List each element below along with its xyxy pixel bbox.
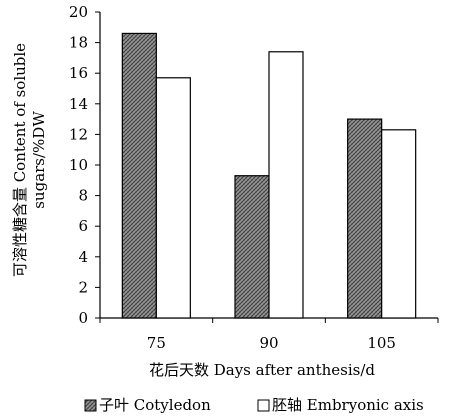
bars <box>121 32 417 319</box>
y-tick-label: 0 <box>78 309 88 327</box>
bar-cotyledon-105 <box>347 118 383 319</box>
legend-swatch-embryonic-axis <box>257 399 270 412</box>
x-axis: 75 90 105 <box>99 317 439 352</box>
y-tick-label: 4 <box>78 248 88 266</box>
bar-embryonic-axis-90 <box>268 51 304 319</box>
y-axis-title-line2: sugars/%DW <box>30 111 48 209</box>
y-tick-label: 2 <box>78 278 88 296</box>
y-axis-title-line1: 可溶性糖含量 Content of soluble <box>11 43 29 277</box>
x-tick-label: 75 <box>147 334 166 352</box>
legend-label-cotyledon: 子叶 Cotyledon <box>99 396 211 414</box>
bar-embryonic-axis-105 <box>381 129 417 319</box>
y-tick-label: 20 <box>69 3 88 21</box>
x-tick-label: 105 <box>367 334 396 352</box>
y-axis: 0 2 4 6 8 10 12 14 16 18 20 <box>69 3 101 327</box>
bar-cotyledon-90 <box>234 175 270 319</box>
legend-label-embryonic-axis: 胚轴 Embryonic axis <box>272 396 424 414</box>
y-tick-label: 16 <box>69 64 88 82</box>
y-ticks: 0 2 4 6 8 10 12 14 16 18 20 <box>69 3 100 327</box>
y-tick-label: 10 <box>69 156 88 174</box>
y-tick-label: 14 <box>69 95 88 113</box>
bar-cotyledon-75 <box>121 32 157 319</box>
y-tick-label: 18 <box>69 34 88 52</box>
bar-embryonic-axis-75 <box>155 77 191 319</box>
y-axis-title: 可溶性糖含量 Content of soluble sugars/%DW <box>11 43 48 277</box>
y-tick-label: 6 <box>78 217 88 235</box>
legend: 子叶 Cotyledon 胚轴 Embryonic axis <box>84 396 424 414</box>
x-axis-title: 花后天数 Days after anthesis/d <box>149 361 375 379</box>
x-ticks: 75 90 105 <box>99 318 439 352</box>
y-tick-label: 8 <box>78 187 88 205</box>
legend-swatch-cotyledon <box>84 399 97 412</box>
x-tick-label: 90 <box>259 334 278 352</box>
y-tick-label: 12 <box>69 125 88 143</box>
